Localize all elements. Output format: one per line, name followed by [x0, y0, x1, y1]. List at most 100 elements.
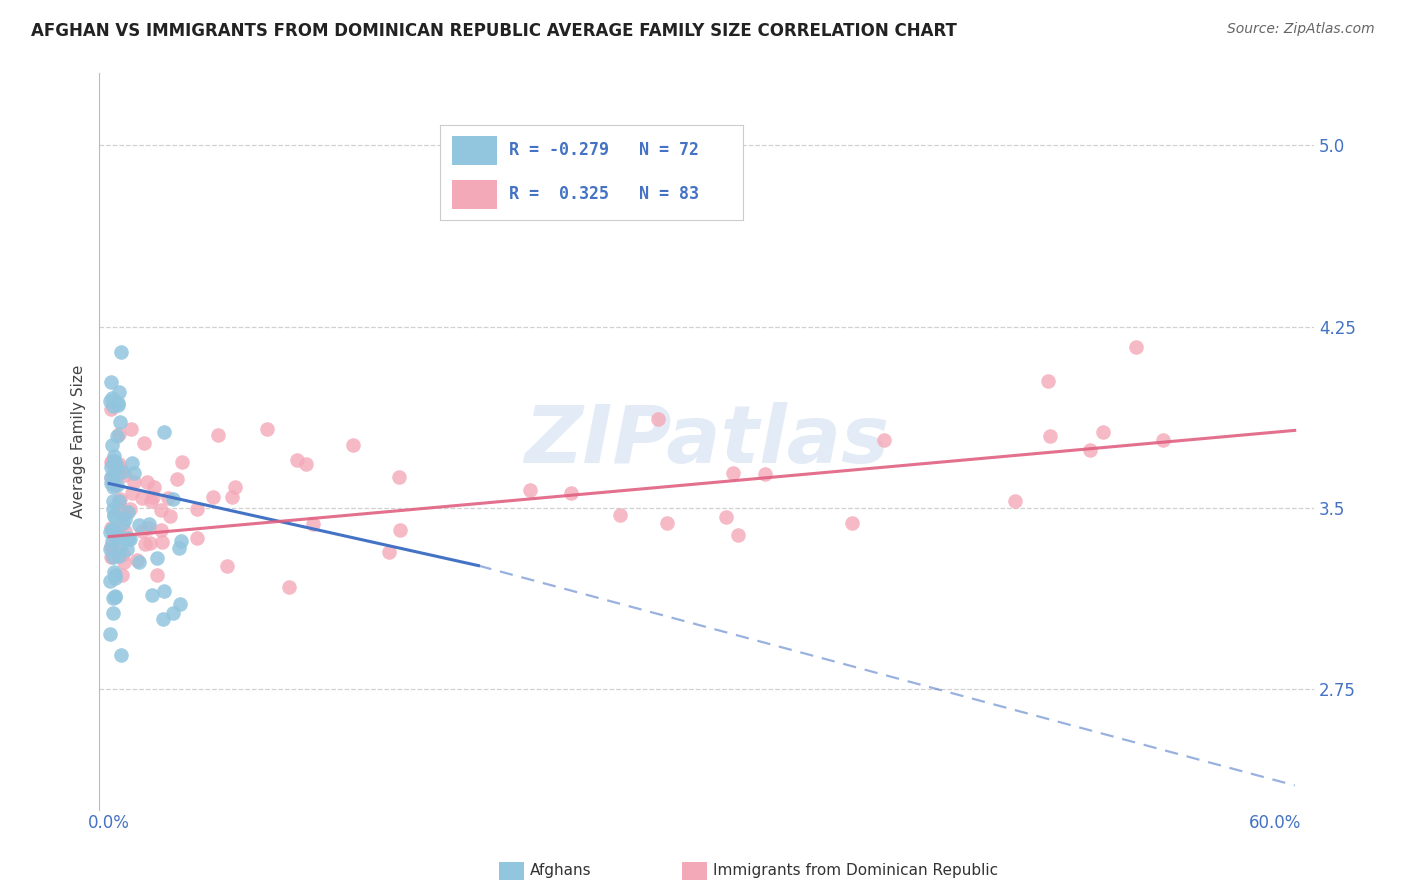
Point — [103, 449, 125, 463]
Point — [132, 436, 155, 450]
Point — [100, 375, 122, 389]
Point — [117, 505, 139, 519]
Point — [98, 541, 121, 556]
Point — [108, 541, 131, 556]
Point — [103, 399, 125, 413]
Point — [142, 480, 165, 494]
Point — [111, 465, 134, 479]
Point — [169, 597, 191, 611]
Text: ZIPatlas: ZIPatlas — [524, 402, 889, 480]
Point — [120, 502, 142, 516]
Point — [117, 542, 139, 557]
Point — [111, 508, 134, 523]
Point — [98, 574, 121, 589]
Point — [135, 475, 157, 490]
Text: Immigrants from Dominican Republic: Immigrants from Dominican Republic — [713, 863, 998, 878]
Point — [100, 534, 122, 549]
Point — [108, 549, 131, 563]
Point — [138, 536, 160, 550]
Point — [207, 428, 229, 442]
Point — [101, 493, 124, 508]
Point — [104, 462, 127, 476]
Point — [150, 534, 173, 549]
Point — [103, 591, 125, 606]
Point — [114, 524, 136, 538]
Point — [388, 470, 411, 484]
Point — [217, 558, 239, 573]
Point — [378, 544, 401, 558]
Point — [111, 531, 134, 545]
Point — [108, 384, 131, 399]
Point — [256, 422, 278, 436]
Point — [100, 469, 122, 483]
Point — [108, 457, 131, 471]
Point — [105, 429, 128, 443]
Point — [107, 398, 129, 412]
Point — [104, 571, 127, 585]
Point — [138, 516, 160, 531]
Point — [125, 552, 148, 566]
Point — [294, 457, 316, 471]
Point — [118, 533, 141, 547]
Point — [873, 434, 896, 448]
Point — [142, 490, 165, 504]
Point — [609, 508, 631, 523]
Point — [103, 508, 125, 523]
Point — [714, 510, 737, 524]
Point — [146, 550, 169, 565]
Point — [301, 517, 323, 532]
Point — [108, 494, 131, 508]
Point — [128, 517, 150, 532]
Point — [100, 401, 122, 416]
Point — [98, 525, 121, 540]
Point — [202, 491, 225, 505]
Point — [107, 503, 129, 517]
Point — [104, 525, 127, 540]
Point — [170, 533, 193, 548]
Text: Afghans: Afghans — [530, 863, 592, 878]
Point — [560, 485, 582, 500]
Point — [152, 612, 174, 626]
Point — [105, 458, 128, 472]
Point — [224, 479, 246, 493]
Point — [110, 492, 132, 507]
Text: Source: ZipAtlas.com: Source: ZipAtlas.com — [1227, 22, 1375, 37]
Point — [389, 523, 412, 537]
Point — [121, 486, 143, 500]
Point — [138, 521, 160, 535]
Point — [100, 455, 122, 469]
Point — [519, 483, 541, 497]
Point — [221, 491, 243, 505]
Point — [139, 493, 162, 508]
Point — [134, 536, 156, 550]
Point — [115, 505, 138, 519]
Point — [152, 425, 174, 440]
Point — [100, 471, 122, 485]
Point — [108, 415, 131, 429]
Point — [101, 550, 124, 565]
Point — [108, 461, 131, 475]
Point — [103, 589, 125, 603]
Point — [727, 528, 749, 542]
Point — [186, 531, 208, 545]
Point — [141, 588, 163, 602]
Point — [117, 531, 139, 545]
Point — [100, 549, 122, 563]
Point — [108, 520, 131, 534]
Point — [120, 422, 142, 436]
Point — [342, 438, 364, 452]
Text: AFGHAN VS IMMIGRANTS FROM DOMINICAN REPUBLIC AVERAGE FAMILY SIZE CORRELATION CHA: AFGHAN VS IMMIGRANTS FROM DOMINICAN REPU… — [31, 22, 957, 40]
Point — [98, 627, 121, 641]
Point — [149, 523, 172, 537]
Point — [112, 516, 135, 530]
Point — [162, 491, 184, 506]
Point — [103, 523, 125, 537]
Point — [101, 438, 124, 452]
Point — [1004, 493, 1026, 508]
Point — [754, 467, 776, 481]
Point — [112, 555, 135, 569]
Point — [101, 606, 124, 620]
Point — [98, 394, 121, 409]
Point — [103, 454, 125, 468]
Point — [104, 568, 127, 582]
